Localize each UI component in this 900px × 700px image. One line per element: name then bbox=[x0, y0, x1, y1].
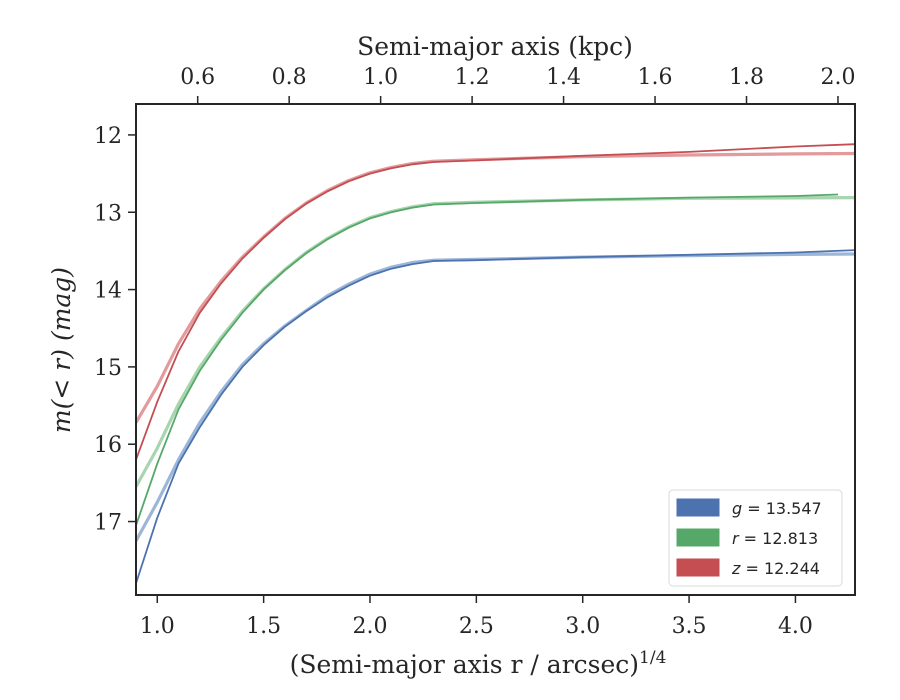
y-tick-label: 15 bbox=[94, 356, 122, 381]
y-tick-label: 16 bbox=[94, 433, 122, 458]
x-tick-label: 3.5 bbox=[672, 614, 707, 639]
series-layer bbox=[136, 143, 855, 584]
legend-swatch-g bbox=[676, 498, 720, 517]
legend-variable: r bbox=[732, 529, 740, 548]
legend-swatch-z bbox=[676, 558, 720, 577]
x-axis-title: (Semi-major axis r / arcsec)1/4 bbox=[290, 648, 667, 679]
top-x-tick-label: 1.2 bbox=[455, 65, 490, 90]
top-x-axis-title: Semi-major axis (kpc) bbox=[357, 32, 633, 61]
top-x-tick-label: 2.0 bbox=[820, 65, 855, 90]
legend-variable: g bbox=[732, 499, 742, 518]
x-tick-label: 2.5 bbox=[459, 614, 494, 639]
legend-value: = 12.244 bbox=[740, 559, 820, 578]
top-x-tick-label: 1.8 bbox=[729, 65, 764, 90]
top-x-tick-label: 1.6 bbox=[638, 65, 673, 90]
legend-value: = 13.547 bbox=[742, 499, 822, 518]
x-tick-label: 2.0 bbox=[352, 614, 387, 639]
series-z-data-line bbox=[136, 143, 855, 461]
legend-swatch-r bbox=[676, 528, 720, 547]
y-tick-label: 14 bbox=[94, 279, 122, 304]
x-tick-label: 3.0 bbox=[565, 614, 600, 639]
x-tick-label: 1.5 bbox=[246, 614, 281, 639]
plot-frame bbox=[135, 103, 856, 596]
series-r-data-line bbox=[136, 193, 839, 526]
y-tick-label: 12 bbox=[94, 124, 122, 149]
top-x-tick-label: 1.0 bbox=[363, 65, 398, 90]
y-tick-label: 17 bbox=[94, 511, 122, 536]
legend-value: = 12.813 bbox=[739, 529, 819, 548]
legend-label-g: g = 13.547 bbox=[732, 499, 822, 518]
legend-label-r: r = 12.813 bbox=[732, 529, 818, 548]
x-tick-label: 4.0 bbox=[778, 614, 813, 639]
legend-label-z: z = 12.244 bbox=[731, 559, 820, 578]
top-x-tick-label: 1.4 bbox=[546, 65, 581, 90]
series-g-data-line bbox=[136, 249, 855, 584]
x-tick-label: 1.0 bbox=[140, 614, 175, 639]
y-tick-label: 13 bbox=[94, 201, 122, 226]
legend-variable: z bbox=[731, 559, 741, 578]
x-axis-title-text: (Semi-major axis r / arcsec) bbox=[290, 650, 639, 679]
y-axis-title: m(< r) (mag) bbox=[47, 267, 76, 433]
top-x-tick-label: 0.6 bbox=[180, 65, 215, 90]
x-axis-title-superscript: 1/4 bbox=[639, 648, 666, 668]
axis-layer: 1.0 1.5 2.0 2.5 3.0 3.5 4.0 12 13 14 15 16 17 0.6 0.8 1… bbox=[94, 65, 855, 639]
top-x-tick-label: 0.8 bbox=[272, 65, 307, 90]
